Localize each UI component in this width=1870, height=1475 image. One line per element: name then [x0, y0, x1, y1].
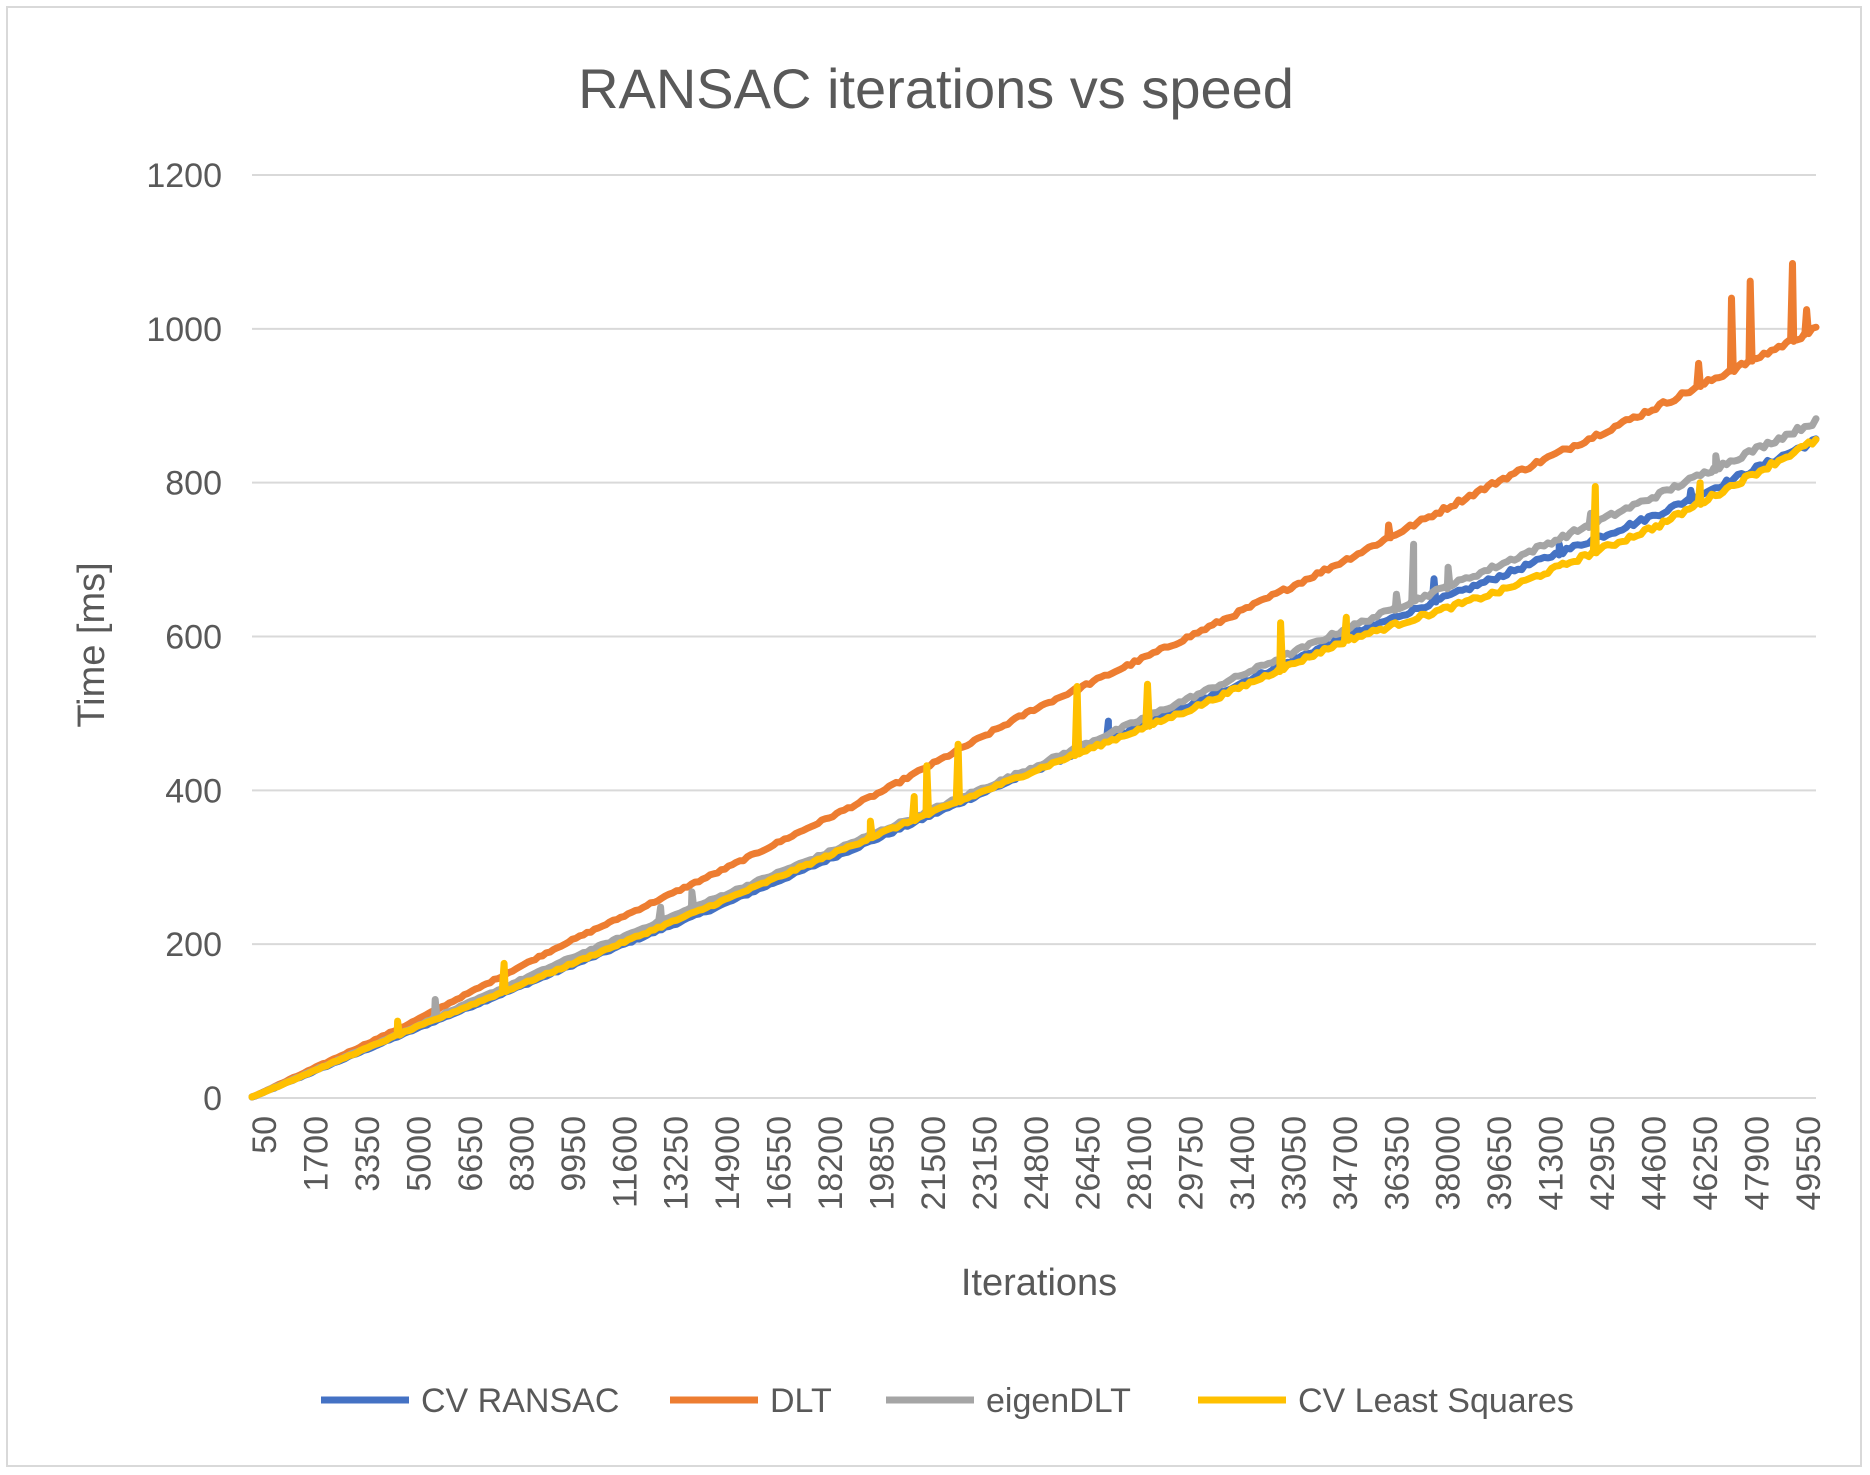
x-tick-label: 39650	[1481, 1116, 1519, 1211]
x-tick-label: 47900	[1739, 1116, 1777, 1211]
series-line-dlt	[248, 260, 1820, 1101]
y-tick-label: 800	[165, 465, 222, 503]
x-tick-label: 13250	[658, 1116, 696, 1211]
x-tick-label: 44600	[1636, 1116, 1674, 1211]
x-tick-label: 21500	[915, 1116, 953, 1211]
x-axis-ticks: 50 1700 3350 5000 6650 8300 9950 11600 13250 1490…	[246, 1116, 1828, 1211]
series-line-cv-least-squares	[248, 436, 1820, 1101]
y-tick-label: 1200	[146, 157, 222, 195]
gridlines	[252, 174, 1816, 1099]
x-tick-label: 38000	[1430, 1116, 1468, 1211]
x-tick-label: 5000	[400, 1116, 438, 1192]
x-tick-label: 14900	[709, 1116, 747, 1211]
x-tick-label: 24800	[1018, 1116, 1056, 1211]
chart-svg: RANSAC iterations vs speed 0 200 400 600 800…	[71, 57, 1828, 1420]
y-tick-label: 0	[203, 1080, 222, 1118]
x-tick-label: 28100	[1121, 1116, 1159, 1211]
x-tick-label: 1700	[297, 1116, 335, 1192]
y-tick-label: 1000	[146, 311, 222, 349]
y-axis-ticks: 0 200 400 600 800 1000 1200	[146, 157, 222, 1118]
legend-label: CV RANSAC	[421, 1382, 619, 1420]
chart-title: RANSAC iterations vs speed	[578, 57, 1294, 120]
x-tick-label: 42950	[1584, 1116, 1622, 1211]
x-tick-label: 18200	[812, 1116, 850, 1211]
chart-area: RANSAC iterations vs speed 0 200 400 600 800…	[6, 6, 1862, 1467]
x-tick-label: 23150	[967, 1116, 1005, 1211]
x-axis-title: Iterations	[961, 1262, 1117, 1304]
x-tick-label: 36350	[1378, 1116, 1416, 1211]
x-tick-label: 33050	[1275, 1116, 1313, 1211]
x-tick-label: 16550	[761, 1116, 799, 1211]
y-tick-label: 200	[165, 926, 222, 964]
x-tick-label: 34700	[1327, 1116, 1365, 1211]
x-tick-label: 49550	[1790, 1116, 1828, 1211]
y-tick-label: 400	[165, 772, 222, 810]
x-tick-label: 9950	[555, 1116, 593, 1192]
x-tick-label: 31400	[1224, 1116, 1262, 1211]
series-line-eigendlt	[248, 415, 1820, 1101]
x-tick-label: 46250	[1687, 1116, 1725, 1211]
legend: CV RANSAC DLT eigenDLT CV Least Squares	[321, 1382, 1574, 1420]
y-tick-label: 600	[165, 619, 222, 657]
x-tick-label: 29750	[1172, 1116, 1210, 1211]
legend-label: CV Least Squares	[1298, 1382, 1574, 1420]
legend-label: DLT	[770, 1382, 832, 1420]
x-tick-label: 8300	[503, 1116, 541, 1192]
x-tick-label: 41300	[1533, 1116, 1571, 1211]
y-axis-title: Time [ms]	[71, 562, 113, 727]
series-lines	[248, 260, 1820, 1101]
x-tick-label: 3350	[349, 1116, 387, 1192]
x-tick-label: 11600	[606, 1116, 644, 1208]
legend-label: eigenDLT	[986, 1382, 1131, 1420]
x-tick-label: 50	[246, 1116, 284, 1154]
x-tick-label: 19850	[864, 1116, 902, 1211]
x-tick-label: 6650	[452, 1116, 490, 1192]
x-tick-label: 26450	[1069, 1116, 1107, 1211]
